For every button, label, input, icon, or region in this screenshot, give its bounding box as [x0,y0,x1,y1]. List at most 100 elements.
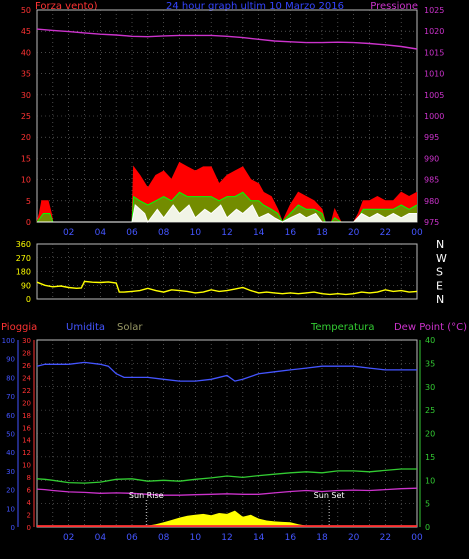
humidity-y-tick-label: 10 [6,505,15,513]
dewpoint-axis-title: Dew Point (°C) [394,322,467,333]
rain-y-tick-label: 4 [27,499,32,507]
wind-pressure-x-tick-label: 20 [348,228,360,238]
rain-y-tick-label: 20 [22,399,31,407]
rain-y-tick-label: 0 [27,524,31,532]
pressure-line [36,28,418,50]
pressure-y-tick-label: 1010 [424,70,444,79]
humidity-y-tick-label: 50 [6,431,15,439]
temperature-axis-title: Temperatura [310,322,375,333]
pressure-y-tick-label: 985 [424,176,439,185]
wind-y-tick-label: 10 [21,176,31,185]
direction-compass-label: S [436,266,443,279]
temperature-y-tick-label: 10 [425,476,435,485]
wind-y-tick-label: 45 [21,27,31,36]
wind-pressure-x-tick-label: 22 [380,228,391,238]
rain-y-tick-label: 30 [22,337,31,345]
rain-y-tick-label: 8 [27,474,31,482]
wind-pressure-x-tick-label: 02 [63,228,74,238]
rain-y-tick-label: 18 [22,412,31,420]
climate-x-tick-label: 22 [380,533,391,543]
wind-y-tick-label: 0 [26,218,31,227]
humidity-y-tick-label: 100 [2,337,15,345]
pressure-y-tick-label: 980 [424,197,439,206]
wind-pressure-x-tick-label: 00 [411,228,423,238]
climate-x-tick-label: 16 [285,533,297,543]
temperature-line [36,468,417,484]
direction-y-tick-label: 180 [16,268,31,277]
temperature-y-tick-label: 40 [425,336,435,345]
direction-y-tick-label: 270 [16,254,31,263]
rain-area [37,525,417,527]
wind-min-line [37,204,417,224]
wind-pressure-x-tick-label: 06 [126,228,138,238]
rain-y-tick-label: 28 [22,349,31,357]
wind-gust-line [36,161,418,224]
climate-x-tick-label: 04 [95,533,107,543]
pressure-y-tick-label: 975 [424,218,439,227]
wind-pressure-x-tick-label: 08 [158,228,170,238]
wind-pressure-x-tick-label: 04 [95,228,107,238]
climate-x-tick-label: 20 [348,533,360,543]
humidity-y-tick-label: 70 [6,393,15,401]
pressure-y-tick-label: 1000 [424,112,444,121]
climate-x-tick-label: 08 [158,533,170,543]
temperature-y-tick-label: 0 [425,523,430,532]
humidity-y-tick-label: 80 [6,374,15,382]
wind-gust-area [37,162,417,222]
rain-y-tick-label: 2 [27,512,31,520]
rain-y-tick-label: 14 [22,437,31,445]
temperature-y-tick-label: 25 [425,406,435,415]
climate-x-tick-label: 02 [63,533,74,543]
solar-axis-title: Solar [117,322,143,333]
wind-min-area [37,205,417,222]
pressure-y-tick-label: 1015 [424,48,444,57]
direction-y-tick-label: 360 [16,240,31,249]
humidity-y-tick-label: 40 [6,449,15,457]
climate-x-tick-label: 00 [411,533,423,543]
pressure-y-tick-label: 995 [424,133,439,142]
wind-direction-line [36,280,418,296]
wind-axis-title: Forza vento) [35,1,98,12]
humidity-y-tick-label: 20 [6,487,15,495]
humidity-y-tick-label: 90 [6,356,15,364]
pressure-y-tick-label: 1005 [424,91,444,100]
wind-y-tick-label: 40 [21,48,31,57]
temperature-y-tick-label: 15 [425,453,435,462]
pressure-y-tick-label: 990 [424,154,439,163]
climate-x-tick-label: 18 [316,533,328,543]
wind-y-tick-label: 30 [21,91,31,100]
wind-y-tick-label: 5 [26,197,31,206]
direction-y-tick-label: 0 [26,295,31,304]
climate-x-tick-label: 06 [126,533,138,543]
wind-y-tick-label: 25 [21,112,31,121]
temperature-y-tick-label: 30 [425,383,435,392]
rain-y-tick-label: 22 [22,387,31,395]
temperature-y-tick-label: 35 [425,359,435,368]
humidity-y-tick-label: 30 [6,468,15,476]
wind-pressure-x-tick-label: 14 [253,228,265,238]
wind-pressure-x-tick-label: 10 [190,228,202,238]
temperature-y-tick-label: 5 [425,500,430,509]
climate-x-tick-label: 12 [221,533,232,543]
direction-y-tick-label: 90 [21,281,31,290]
wind-pressure-x-tick-label: 18 [316,228,328,238]
direction-compass-label: E [436,279,443,292]
humidity-y-tick-label: 60 [6,412,15,420]
climate-x-tick-label: 10 [190,533,202,543]
humidity-y-tick-label: 0 [11,524,15,532]
humidity-axis-title: Umidita [66,322,105,333]
rain-y-tick-label: 16 [22,424,31,432]
graph-title: 24 hour graph ultim 10 Marzo 2016 [166,1,344,12]
wind-y-tick-label: 15 [21,154,31,163]
rain-y-tick-label: 12 [22,449,31,457]
sun-rise-label: Sun Rise [129,491,164,500]
direction-compass-label: N [436,293,444,306]
rain-axis-title: Pioggia [1,322,37,333]
humidity-line [36,361,417,382]
temperature-y-tick-label: 20 [425,430,435,439]
climate-x-tick-label: 14 [253,533,265,543]
direction-compass-label: W [436,252,447,265]
solar-area [37,510,417,527]
wind-avg-line [36,191,418,223]
